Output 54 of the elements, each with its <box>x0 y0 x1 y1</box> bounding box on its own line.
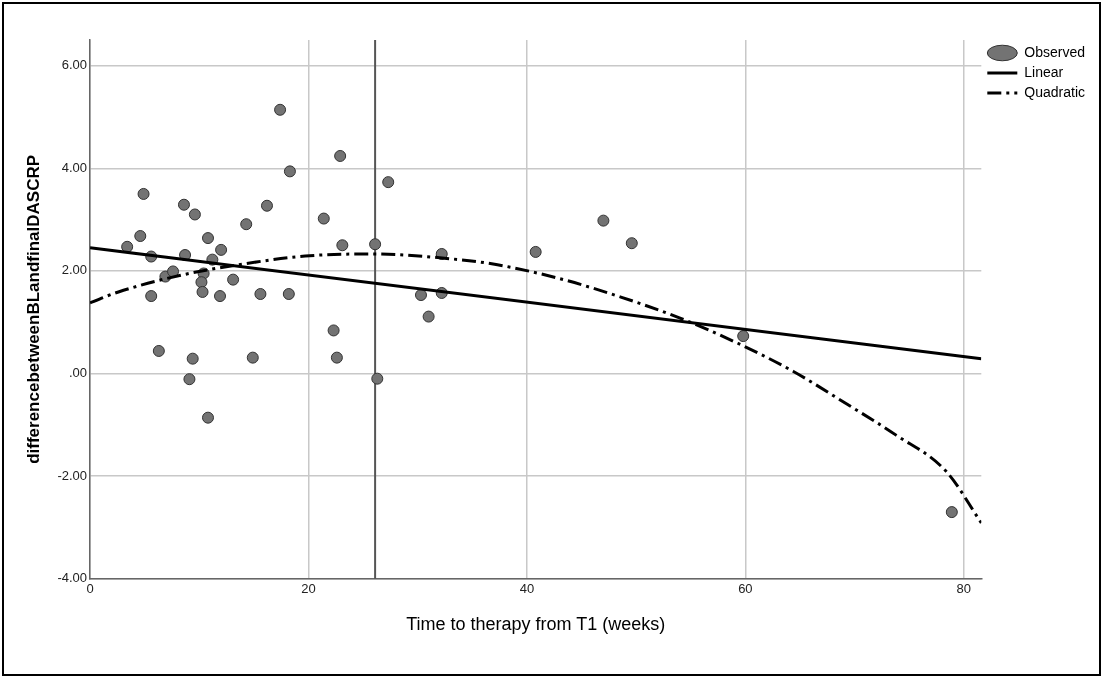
point <box>327 324 340 337</box>
legend-label: Quadratic <box>1024 83 1086 100</box>
point <box>283 165 296 178</box>
point <box>945 506 958 519</box>
y-tick-label: -4.00 <box>57 570 88 586</box>
y-tick-label: -2.00 <box>57 467 88 483</box>
point <box>196 285 209 298</box>
point <box>201 411 214 424</box>
point <box>177 198 190 211</box>
point <box>246 351 259 364</box>
point <box>414 289 427 302</box>
point <box>260 199 273 212</box>
point <box>227 273 240 286</box>
legend-label: Linear <box>1024 63 1064 80</box>
x-tick-label: 60 <box>738 581 753 597</box>
x-axis-title: Time to therapy from T1 (weeks) <box>406 614 666 635</box>
point <box>240 218 253 231</box>
point <box>195 276 208 289</box>
point <box>330 351 343 364</box>
point <box>137 187 150 200</box>
point <box>186 352 199 365</box>
point <box>336 239 349 252</box>
x-tick-label: 40 <box>519 581 535 597</box>
point <box>334 149 347 162</box>
y-tick-label: 4.00 <box>61 159 88 175</box>
point <box>625 237 638 250</box>
point <box>188 208 201 221</box>
point <box>215 243 228 256</box>
point <box>183 373 196 386</box>
point <box>317 212 330 225</box>
point <box>597 214 610 227</box>
point <box>737 330 750 343</box>
point <box>121 240 134 253</box>
y-tick-label: .00 <box>68 365 88 381</box>
point <box>145 290 158 303</box>
point <box>371 372 384 385</box>
point <box>214 290 227 303</box>
x-tick-label: 20 <box>301 581 316 597</box>
point <box>382 176 395 189</box>
y-tick-label: 2.00 <box>61 262 88 278</box>
point <box>529 245 542 258</box>
point <box>282 288 295 301</box>
point <box>152 344 165 357</box>
legend-label: Observed <box>1024 43 1086 60</box>
x-tick-label: 0 <box>86 581 94 597</box>
point <box>369 238 382 251</box>
point <box>134 230 147 243</box>
point <box>422 310 435 323</box>
y-tick-label: 6.00 <box>61 57 88 73</box>
x-tick-label: 80 <box>956 581 972 597</box>
point <box>274 103 287 116</box>
point <box>201 232 214 245</box>
y-axis-title: differencebetweenBLandfinalDASCRP <box>23 154 43 464</box>
point <box>254 288 267 301</box>
